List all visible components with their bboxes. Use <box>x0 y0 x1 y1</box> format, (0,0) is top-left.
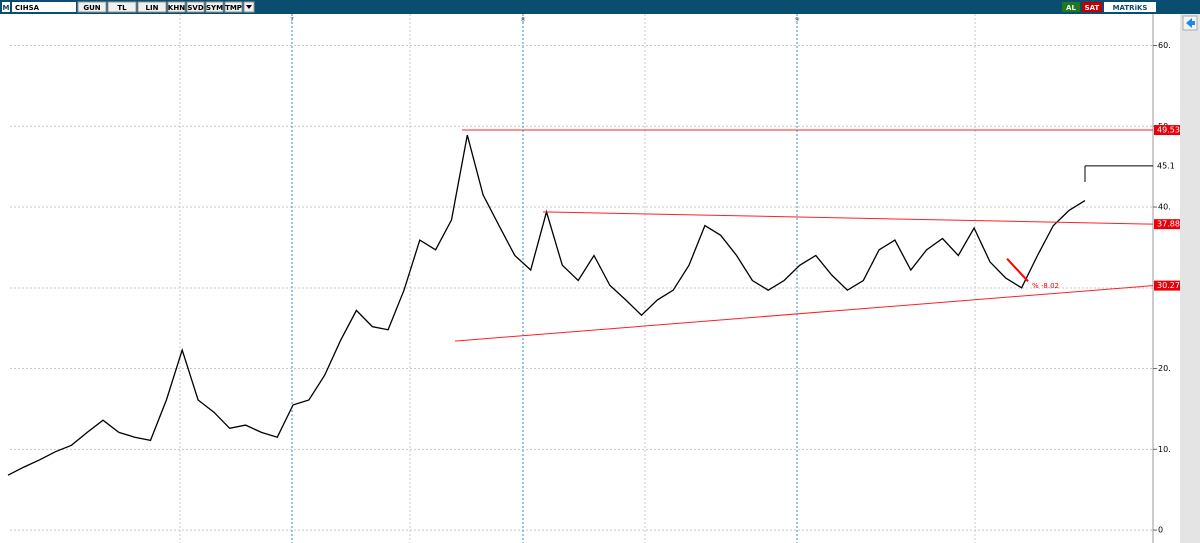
y-tick-label: 60. <box>1158 41 1171 50</box>
price-tag-label: 45.1 <box>1157 161 1175 170</box>
sell-button[interactable] <box>1082 2 1102 12</box>
y-tick-label: 10. <box>1158 445 1171 454</box>
trend-line <box>542 211 1154 225</box>
trend-line <box>1006 258 1029 283</box>
price-tag-label: 30.27 <box>1157 281 1180 290</box>
toolbar <box>0 0 1200 14</box>
brand-box <box>1104 2 1156 12</box>
toolbar-button[interactable] <box>167 1 186 13</box>
y-tick-label: 40. <box>1158 203 1171 212</box>
sell-label: SAT <box>1085 4 1100 12</box>
toolbar-button[interactable] <box>107 1 137 13</box>
toolbar-button-label: TL <box>117 4 127 12</box>
logo: M <box>3 4 10 12</box>
price-tag <box>1154 280 1180 291</box>
price-tag <box>1154 125 1180 136</box>
toolbar-button[interactable] <box>224 1 243 13</box>
toolbar-button[interactable] <box>186 1 205 13</box>
buy-label: AL <box>1066 4 1076 12</box>
period-label: 8 <box>521 17 525 24</box>
symbol: CIHSA <box>15 4 40 12</box>
price-tag-label: 49.53 <box>1157 126 1180 135</box>
logo-box <box>2 2 10 12</box>
period-label: 9 <box>795 17 799 24</box>
y-tick-label: 20. <box>1158 364 1171 373</box>
toolbar-button-label: SVD <box>187 4 203 12</box>
toolbar-button[interactable] <box>77 1 107 13</box>
toolbar-button-label: SYM <box>206 4 223 12</box>
brand: MATRiKS <box>1113 4 1148 12</box>
toolbar-button[interactable] <box>137 1 167 13</box>
price-tag <box>1154 219 1180 230</box>
toolbar-button[interactable] <box>205 1 224 13</box>
toolbar-button-label: LIN <box>146 4 159 12</box>
price-tag-label: 37.88 <box>1157 220 1180 229</box>
toolbar-button-label: TMP <box>225 4 242 12</box>
vertical-grid <box>179 14 976 543</box>
buy-button[interactable] <box>1062 2 1080 12</box>
period-label: 7 <box>290 17 294 24</box>
dropdown-arrow <box>246 5 252 9</box>
arrow-icon <box>1186 18 1195 28</box>
toolbar-button-label: GUN <box>83 4 100 12</box>
toolbar-button-label: KHN <box>168 4 185 12</box>
price-axis <box>1153 14 1180 543</box>
annotation: % -8.02 <box>1032 282 1059 290</box>
sidebar <box>1180 14 1200 543</box>
symbol-box[interactable] <box>12 2 76 12</box>
trend-line <box>454 285 1154 342</box>
y-tick-label: 0 <box>1158 526 1163 535</box>
